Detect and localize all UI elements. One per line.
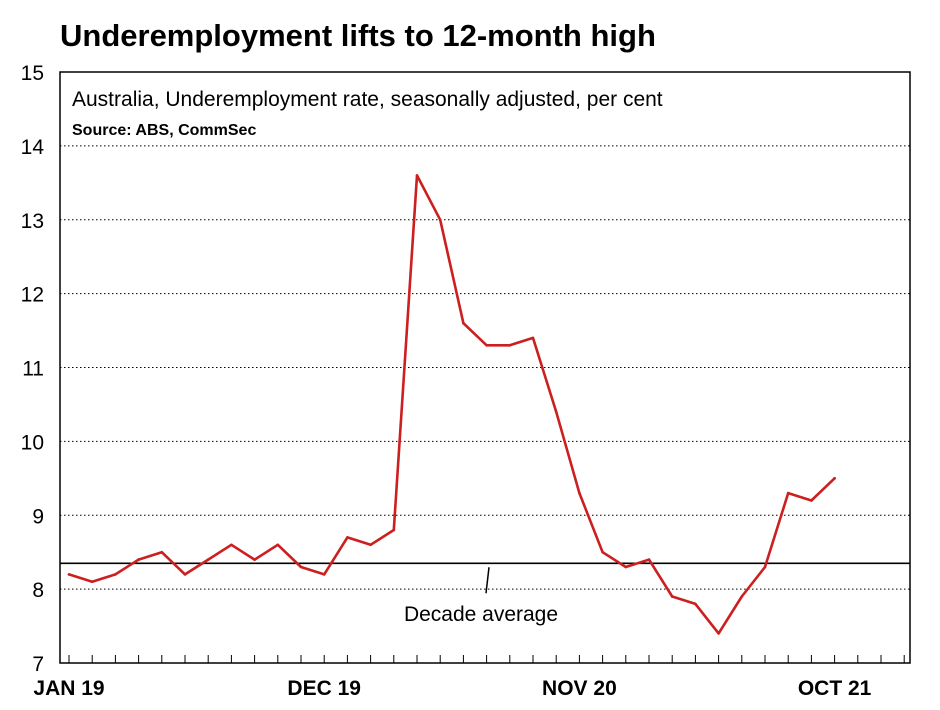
- x-axis: JAN 19 DEC 19 NOV 20 OCT 21: [33, 655, 905, 700]
- data-point: [299, 565, 303, 569]
- data-point: [531, 336, 535, 340]
- data-point: [114, 573, 117, 576]
- data-point: [763, 565, 767, 569]
- data-point: [786, 491, 790, 495]
- chart-source: Source: ABS, CommSec: [72, 122, 256, 139]
- gridlines: [60, 145, 910, 590]
- data-point: [438, 218, 442, 222]
- data-point: [810, 499, 813, 502]
- y-axis-tick-labels: 7 8 9 10 11 12 13 14 15: [21, 62, 45, 676]
- x-tick-label: JAN 19: [33, 677, 104, 700]
- data-point: [647, 558, 651, 561]
- y-tick-label: 14: [21, 136, 45, 159]
- data-point: [137, 558, 140, 561]
- data-point: [90, 580, 94, 583]
- data-point: [346, 536, 349, 539]
- data-point: [462, 321, 465, 325]
- chart-subtitle: Australia, Underemployment rate, seasona…: [72, 88, 663, 111]
- data-point: [206, 558, 210, 561]
- y-tick-label: 8: [32, 579, 44, 602]
- decade-average-pointer: [485, 567, 490, 594]
- data-point: [253, 558, 256, 561]
- data-point: [717, 632, 720, 635]
- data-point: [322, 573, 326, 576]
- data-point: [833, 477, 836, 480]
- data-point: [508, 344, 512, 347]
- underemployment-rate-line: [67, 174, 836, 635]
- y-tick-label: 13: [21, 210, 44, 233]
- y-tick-label: 10: [21, 431, 44, 454]
- data-point: [670, 595, 674, 598]
- data-point: [160, 550, 164, 554]
- y-tick-label: 7: [32, 653, 44, 676]
- data-point: [578, 491, 581, 495]
- data-point: [694, 602, 697, 606]
- data-point: [183, 573, 187, 576]
- series-layer: [67, 174, 836, 635]
- x-tick-label: DEC 19: [287, 677, 361, 700]
- y-tick-label: 15: [21, 62, 44, 85]
- data-point: [276, 543, 280, 547]
- x-tick-label: OCT 21: [798, 677, 872, 700]
- data-point: [624, 565, 628, 569]
- data-point: [230, 543, 233, 547]
- chart-title: Underemployment lifts to 12-month high: [60, 18, 656, 53]
- data-point: [67, 573, 71, 576]
- data-point: [601, 550, 604, 554]
- data-point: [392, 528, 396, 532]
- decade-average-label: Decade average: [404, 603, 558, 626]
- data-point: [740, 595, 744, 598]
- y-tick-label: 9: [32, 505, 44, 528]
- plot-frame: [59, 71, 911, 664]
- data-point: [554, 410, 558, 414]
- y-tick-label: 11: [22, 358, 44, 381]
- y-tick-label: 12: [21, 284, 44, 307]
- data-point: [369, 543, 372, 547]
- data-point: [485, 344, 488, 347]
- data-point: [415, 174, 419, 177]
- x-tick-label: NOV 20: [542, 677, 617, 700]
